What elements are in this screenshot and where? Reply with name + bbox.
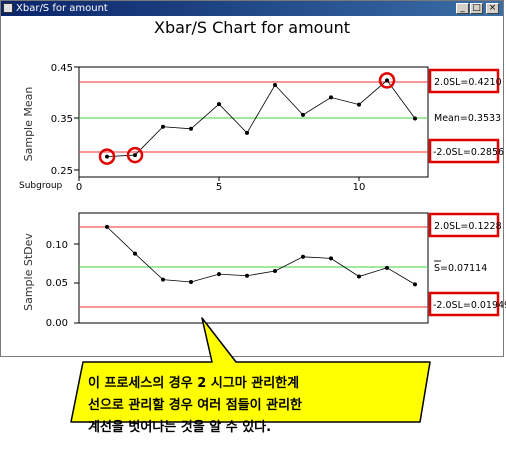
xbar-point [301, 113, 305, 117]
stdev-point [189, 280, 193, 284]
xbar-point [161, 125, 165, 129]
xbar-y-tick-label: 0.35 [51, 114, 73, 125]
stdev-y-tick-label: 0.05 [46, 278, 68, 289]
stdev-point [273, 269, 277, 273]
xbar-x-axis-label: Subgroup [19, 181, 63, 191]
xbar-x-tick-label: 10 [353, 182, 366, 193]
xbar-point [217, 102, 221, 106]
xbar-y-axis-label: Sample Mean [22, 87, 35, 162]
xbar-point [245, 131, 249, 135]
chart-title: Xbar/S Chart for amount [154, 18, 350, 37]
xbar-point [133, 153, 137, 157]
stdev-center-label: S=0.07114 [434, 263, 487, 274]
stdev-lower-limit-label: -2.0SL=0.01949 [433, 300, 506, 311]
xbar-x-tick-label: 5 [216, 182, 222, 193]
stdev-point [357, 275, 361, 279]
stdev-point [329, 256, 333, 260]
stdev-y-tick-label: 0.10 [46, 240, 68, 251]
xbar-point [413, 117, 417, 121]
stdev-point [161, 278, 165, 282]
stdev-y-tick-label: 0.00 [46, 318, 68, 329]
xbar-x-tick-label: 0 [76, 182, 82, 193]
stdev-upper-limit-label: 2.0SL=0.1228 [434, 221, 502, 232]
stdev-point [413, 282, 417, 286]
xbar-upper-limit-label: 2.0SL=0.4210 [434, 77, 502, 88]
stdev-y-axis-label: Sample StDev [22, 233, 35, 311]
stdev-point [133, 252, 137, 256]
xbar-y-tick-label: 0.45 [51, 63, 73, 74]
callout-text: 이 프로세스의 경우 2 시그마 관리한계 선으로 관리할 경우 여러 점들이 … [88, 373, 418, 439]
xbar-point [385, 78, 389, 82]
stdev-point [105, 225, 109, 229]
stdev-point [301, 255, 305, 259]
xbar-point [329, 95, 333, 99]
xbar-center-label: Mean=0.3533 [434, 113, 501, 124]
xbar-point [357, 103, 361, 107]
stdev-point [217, 272, 221, 276]
xbar-point [189, 127, 193, 131]
xbar-y-tick-label: 0.25 [51, 166, 73, 177]
stdev-point [245, 274, 249, 278]
xbar-point [273, 83, 277, 87]
xbar-lower-limit-label: -2.0SL=0.2856 [433, 147, 504, 158]
stdev-point [385, 266, 389, 270]
xbar-point [105, 155, 109, 159]
